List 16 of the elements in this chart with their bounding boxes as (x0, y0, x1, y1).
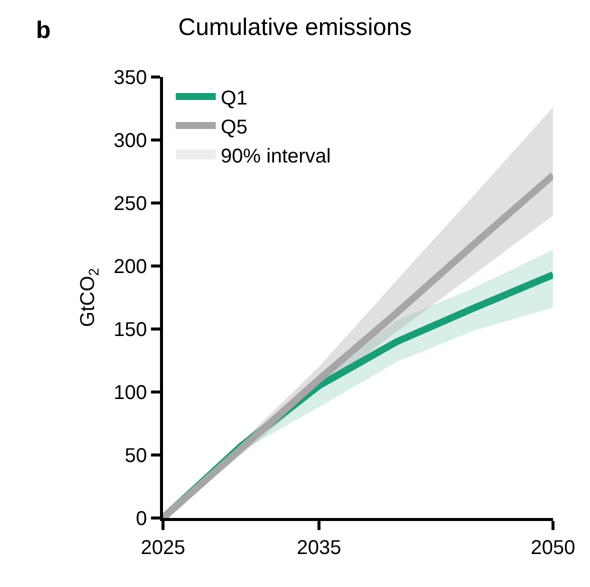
legend-label: Q5 (220, 116, 248, 138)
legend-label: Q1 (220, 87, 248, 110)
y-tick-label: 50 (124, 445, 147, 467)
x-tick-label: 2035 (296, 537, 342, 559)
y-tick-label: 250 (114, 193, 147, 215)
y-tick-label: 150 (114, 319, 147, 341)
x-tick-label: 2025 (140, 537, 186, 559)
y-tick-label: 350 (114, 67, 147, 89)
y-tick-label: 200 (114, 256, 147, 278)
annotation: 90% interval (220, 145, 331, 168)
chart-title: Cumulative emissions (178, 14, 412, 41)
y-tick-label: 100 (114, 382, 147, 404)
y-tick-label: 0 (136, 508, 147, 530)
y-tick-label: 300 (114, 130, 147, 152)
x-tick-label: 2050 (530, 537, 576, 559)
text: b (36, 17, 51, 44)
